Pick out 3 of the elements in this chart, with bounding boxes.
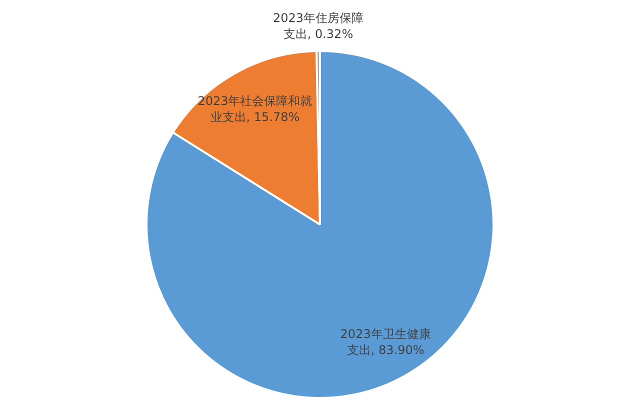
slice-label: 2023年社会保障和就业支出, 15.78% — [198, 94, 312, 124]
slice-label: 2023年卫生健康支出, 83.90% — [340, 327, 431, 358]
slice-label: 2023年住房保障支出, 0.32% — [272, 11, 364, 42]
